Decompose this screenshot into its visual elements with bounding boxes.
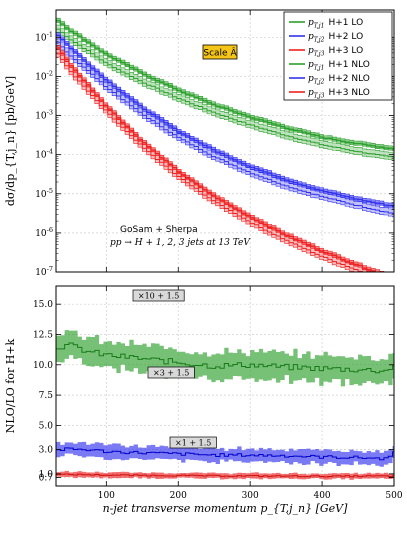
top-band-edge [56,22,394,152]
bottom-y-tick-label: 15.0 [33,300,53,310]
legend-entry-label: pT,j1 H+1 LO [308,18,363,30]
ratio-line-2 [56,447,394,461]
ratio-badge-label: ×3 + 1.5 [153,369,189,378]
top-y-tick-label: 10-6 [35,226,53,239]
bottom-y-tick-label: 7.5 [39,391,54,401]
top-series-line-6 [56,47,381,272]
top-band-edge [56,49,372,272]
ratio-band-3 [56,470,394,480]
top-y-tick-label: 10-7 [35,265,53,278]
scale-badge-label: Scale Â [203,47,237,59]
legend-entry-label: pT,j2 H+2 NLO [308,74,370,86]
top-y-tick-label: 10-5 [35,187,53,200]
bottom-y-axis-label: NLO/LO for H+k [4,338,17,433]
top-series-line-4 [56,20,394,150]
x-axis-label: n-jet transverse momentum p_{T,j_n} [GeV… [103,502,349,515]
bottom-y-tick-label: 0.7 [39,474,54,484]
x-tick-label: 300 [242,491,259,501]
top-y-tick-label: 10-3 [35,109,53,122]
bottom-series-group [56,330,394,480]
ratio-badge-box [169,436,217,449]
bottom-plot-frame [55,285,395,487]
bottom-y-tick-label: 3.0 [39,446,54,456]
legend-entry-label: pT,j3 H+3 LO [308,46,363,58]
legend-box [283,11,393,101]
top-series-line-1 [56,28,394,158]
top-y-tick-label: 10-1 [35,30,53,43]
top-band-edge [56,31,394,161]
top-series-group [56,17,394,272]
ratio-line-3 [56,473,394,478]
top-y-tick-label: 10-4 [35,148,53,161]
tool-annotation: GoSam + Sherpa [120,225,198,235]
scale-badge-box [202,44,238,60]
x-tick-label: 400 [313,491,330,501]
x-tick-label: 100 [98,491,115,501]
top-series-line-5 [56,34,394,208]
top-y-ticks: 10-1 10-2 10-3 10-4 10-5 10-6 10-7 [35,30,394,278]
top-series-line-2 [56,41,394,215]
top-y-axis-label: dσ/dp_{T,j_n} [pb/GeV] [4,76,17,206]
top-band-edge [56,45,385,272]
ratio-badges: ×10 + 1.5 ×3 + 1.5 ×1 + 1.5 [132,289,217,449]
x-tick-label: 500 [385,491,402,501]
top-band-edge [56,24,394,154]
bottom-y-tick-label: 5.0 [39,421,54,431]
top-band-edge [56,56,355,272]
legend-entry-label: pT,j2 H+2 LO [308,32,363,44]
ratio-line-1 [56,342,394,374]
top-band-edge [56,45,394,218]
bottom-y-tick-label: 1.0 [39,470,54,480]
top-band-edge [56,32,394,205]
ratio-badge-label: ×1 + 1.5 [175,439,211,448]
legend-entry-label: pT,j3 H+3 NLO [308,88,370,100]
top-series-line-3 [56,53,363,272]
ratio-badge-box [147,366,195,379]
bottom-y-ticks: 15.0 12.5 10.0 7.5 5.0 3.0 1.00.7 [33,300,394,484]
legend-entry-label: pT,j1 H+1 NLO [308,60,370,72]
top-y-tick-label: 10-2 [35,69,53,82]
ratio-band-1 [56,330,394,387]
process-annotation: pp → H + 1, 2, 3 jets at 13 TeV [110,238,251,248]
x-tick-label: 200 [170,491,187,501]
bottom-y-tick-label: 12.5 [33,330,53,340]
top-band-edge [56,36,394,209]
ratio-badge-label: ×10 + 1.5 [138,292,179,301]
top-plot-frame [55,9,395,273]
ratio-band-2 [56,441,394,467]
ratio-badge-box [132,289,185,302]
bottom-y-tick-label: 10.0 [33,361,53,371]
legend: pT,j1 H+1 LO pT,j2 H+2 LO pT,j3 H+3 LO pT,j1 H+… [283,11,393,101]
top-band-edge [56,17,394,147]
